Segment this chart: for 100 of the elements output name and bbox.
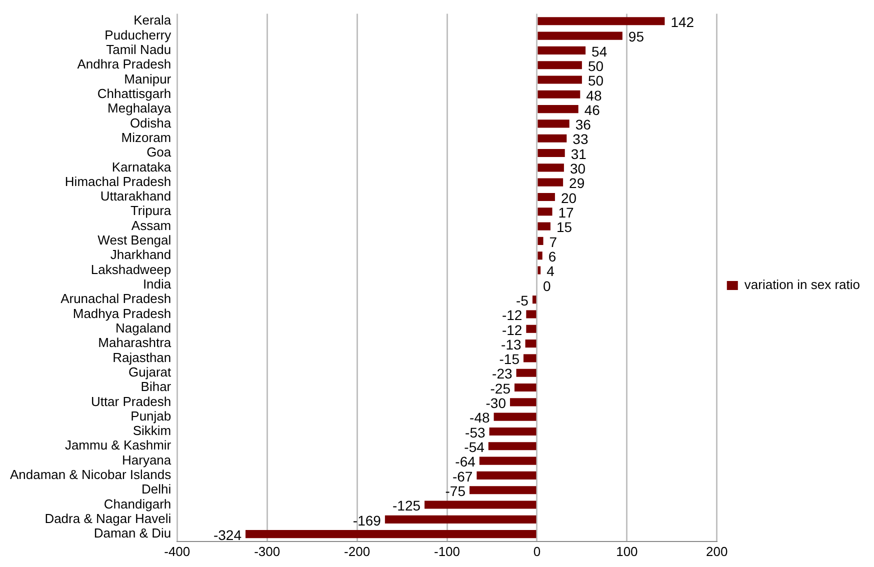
- y-tick-label: Tripura: [130, 203, 172, 218]
- data-label: -48: [470, 410, 490, 426]
- y-tick-label: Tamil Nadu: [106, 42, 172, 58]
- y-tick-label: Jammu & Kashmir: [64, 438, 172, 453]
- y-tick-label: Gujarat: [128, 364, 172, 380]
- bar: [538, 236, 544, 245]
- y-tick-label: Bihar: [140, 379, 172, 394]
- y-tick-label: Chandigarh: [104, 496, 172, 512]
- y-tick-label: Dadra & Nagar Haveli: [44, 510, 172, 526]
- y-tick-label: Puducherry: [104, 27, 172, 42]
- data-label: 0: [542, 278, 551, 294]
- data-label: 17: [558, 204, 574, 221]
- bar: [514, 383, 536, 392]
- y-tick-label: Sikkim: [132, 423, 172, 438]
- bar: [532, 296, 536, 304]
- y-tick-label: India: [142, 276, 172, 292]
- data-label: -64: [455, 454, 476, 470]
- data-label: 6: [548, 248, 556, 264]
- data-label: -54: [464, 439, 485, 455]
- x-tick-label: 100: [616, 544, 638, 559]
- data-label: 4: [546, 263, 555, 280]
- data-label: -23: [492, 366, 512, 382]
- bar: [538, 208, 552, 216]
- bar: [494, 412, 536, 421]
- bar: [525, 340, 536, 348]
- data-label: -53: [465, 424, 486, 440]
- data-label: 30: [570, 160, 586, 177]
- data-label: 29: [569, 175, 585, 192]
- data-label: -169: [352, 512, 382, 528]
- y-tick-label: Chhattisgarh: [97, 86, 172, 101]
- y-tick-label: Daman & Diu: [94, 526, 172, 541]
- bar: [538, 266, 541, 274]
- bar: [470, 486, 536, 494]
- y-tick-label: Manipur: [124, 71, 172, 86]
- y-tick-label: Nagaland: [115, 320, 172, 336]
- data-label: 142: [670, 14, 694, 30]
- bar: [476, 471, 536, 480]
- y-tick-label: Odisha: [130, 115, 172, 130]
- y-tick-label: West Bengal: [98, 232, 172, 248]
- x-tick-label: -300: [254, 544, 280, 559]
- y-tick-label: Assam: [131, 218, 172, 233]
- data-label: 15: [556, 219, 572, 236]
- data-label: -15: [499, 351, 520, 368]
- bar: [479, 456, 536, 465]
- bar: [516, 368, 536, 377]
- bar: [523, 354, 536, 362]
- y-tick-label: Uttarakhand: [100, 188, 172, 204]
- data-label: -67: [452, 468, 473, 484]
- data-label: 7: [549, 234, 558, 250]
- bar: [538, 76, 582, 84]
- y-tick-label: Maharashtra: [98, 335, 172, 350]
- y-tick-label: Delhi: [142, 482, 172, 497]
- y-tick-label: Meghalaya: [108, 100, 172, 116]
- bar: [488, 442, 536, 450]
- x-tick-label: -100: [434, 544, 460, 559]
- x-tick-label: -400: [164, 544, 190, 559]
- bar: [538, 61, 582, 70]
- data-label: -13: [501, 336, 522, 352]
- bar: [538, 178, 564, 186]
- data-label: 95: [628, 28, 644, 45]
- bar: [424, 500, 536, 509]
- y-tick-label: Jharkhand: [110, 247, 172, 262]
- data-label: -324: [213, 526, 242, 543]
- y-tick-label: Karnataka: [112, 159, 172, 174]
- bar: [538, 120, 570, 128]
- y-tick-label: Goa: [146, 144, 172, 160]
- bar: [538, 134, 567, 142]
- data-label: -12: [502, 322, 522, 338]
- y-tick-label: Himachal Pradesh: [64, 174, 172, 189]
- y-tick-label: Haryana: [122, 452, 172, 468]
- y-tick-label: Punjab: [130, 408, 172, 424]
- bar: [526, 324, 536, 333]
- data-label: -125: [392, 498, 421, 514]
- data-label: 50: [588, 58, 604, 74]
- bar: [538, 164, 564, 172]
- y-tick-label: Andhra Pradesh: [77, 56, 172, 72]
- bar: [538, 105, 578, 114]
- x-tick-label: 200: [706, 544, 728, 559]
- bar: [510, 398, 536, 406]
- bar: [489, 427, 536, 436]
- bar: [538, 90, 580, 98]
- data-label: 48: [586, 87, 602, 104]
- data-label: 36: [575, 116, 592, 133]
- bar: [526, 310, 536, 318]
- data-label: -30: [486, 395, 506, 412]
- data-label: 31: [570, 146, 587, 162]
- data-label: 54: [592, 43, 608, 60]
- legend-label: variation in sex ratio: [744, 277, 860, 292]
- y-tick-label: Mizoram: [121, 130, 172, 145]
- data-label: 50: [588, 72, 604, 89]
- bar: [538, 222, 550, 230]
- y-tick-label: Madhya Pradesh: [72, 306, 172, 321]
- data-label: -12: [502, 307, 522, 324]
- bar: [538, 46, 586, 54]
- bar: [538, 32, 622, 40]
- y-tick-label: Uttar Pradesh: [90, 394, 172, 409]
- x-tick-label: 0: [533, 544, 541, 559]
- x-tick-label: -200: [344, 544, 370, 559]
- y-tick-label: Kerala: [134, 12, 172, 28]
- bar: [538, 192, 555, 202]
